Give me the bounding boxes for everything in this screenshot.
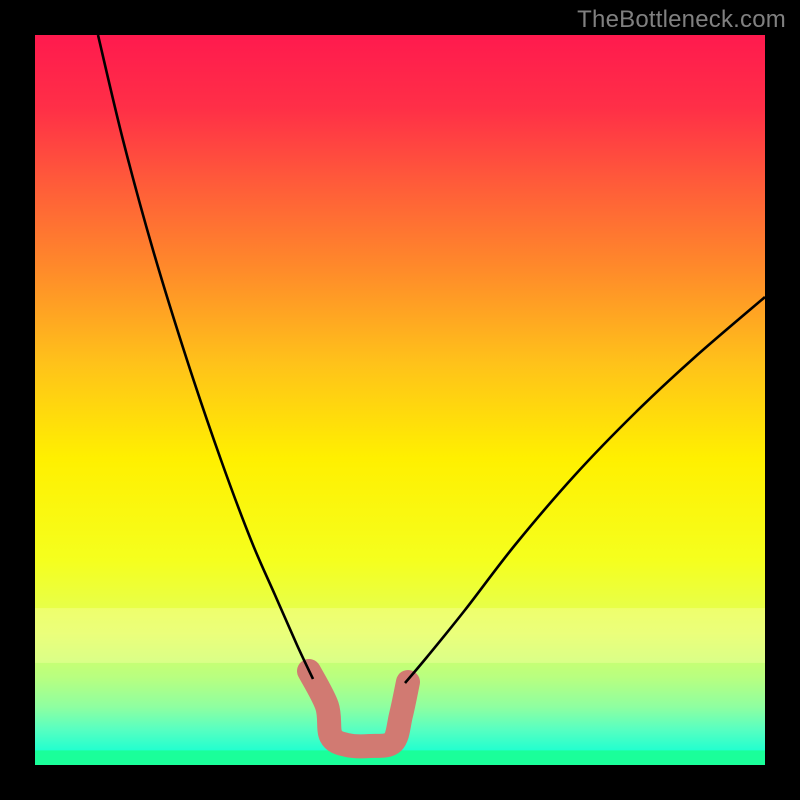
chart-frame: TheBottleneck.com [0,0,800,800]
watermark: TheBottleneck.com [577,6,786,34]
yellow-band [35,608,765,663]
green-bar [35,750,765,765]
bottleneck-curve-chart [35,35,765,765]
